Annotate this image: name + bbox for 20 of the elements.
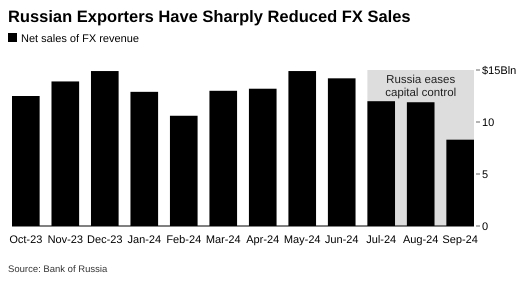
- x-tick-label: Sep-24: [442, 234, 478, 246]
- y-tick-label: 10: [482, 116, 494, 129]
- y-tick-label: 0: [482, 220, 488, 233]
- x-tick-label: May-24: [284, 234, 321, 246]
- x-tick-label: Feb-24: [166, 234, 202, 246]
- x-tick-label: Jan-24: [127, 234, 162, 246]
- x-tick-label: Jun-24: [324, 234, 359, 246]
- x-tick-label: Mar-24: [206, 234, 241, 246]
- band-label: Russia eases capital control: [385, 74, 456, 99]
- x-tick-label: Apr-24: [246, 234, 280, 246]
- x-tick-label: Nov-23: [48, 234, 84, 246]
- source-note: Source: Bank of Russia: [8, 264, 108, 275]
- y-tick-label: 5: [482, 168, 488, 181]
- y-tick-label: $15Bln: [482, 64, 516, 77]
- x-tick-label: Jul-24: [366, 234, 396, 246]
- x-tick-label: Dec-23: [87, 234, 123, 246]
- x-tick-label: Oct-23: [9, 234, 42, 246]
- x-tick-label: Aug-24: [402, 234, 438, 246]
- chart-title: Russian Exporters Have Sharply Reduced FX Sales: [8, 8, 411, 26]
- legend-label: Net sales of FX revenue: [21, 33, 140, 45]
